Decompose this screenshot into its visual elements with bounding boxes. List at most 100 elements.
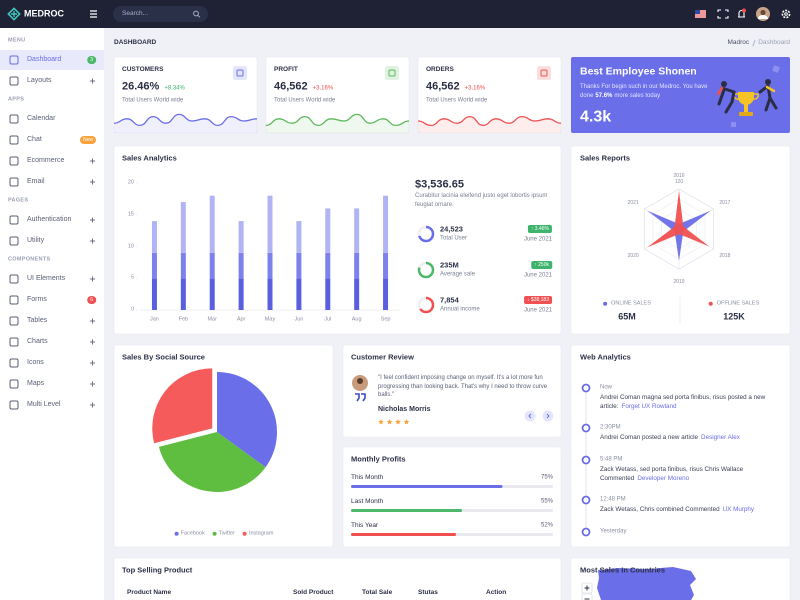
menu-icon [9,215,19,225]
review-quote: "I feel confident imposing change on mys… [378,375,548,398]
card-title: Most Sales In Countries [580,565,666,575]
radar-axis-label: 2019 [673,279,685,285]
settings-icon[interactable] [781,9,791,19]
summary-amount: $3,536.65 [415,178,464,191]
sparkline [113,113,258,127]
fullscreen-icon[interactable] [717,9,729,19]
rating-star [378,419,384,425]
menu-item[interactable]: Email [27,177,45,185]
menu-item[interactable]: Ecommerce [27,156,65,164]
legend-label: OFFLINE SALES [716,300,760,307]
breadcrumb-separator [752,39,756,46]
stat-row: 26.46% +8.34% [122,80,185,93]
bar [325,252,331,279]
page-title: DASHBOARD [114,39,157,47]
menu-item[interactable]: Layouts [27,76,52,84]
radar-axis-label: 2020 [627,252,639,259]
radar-axis-label: 2021 [627,199,639,206]
event-link[interactable]: Designer Alex [701,434,740,441]
summary-value: 235M [440,260,459,270]
logo-icon [7,7,21,21]
review-nav[interactable] [524,410,536,422]
card-title: Top Selling Product [122,565,193,575]
nav-chevron [546,413,550,419]
bar [383,252,389,279]
stat-icon-glyph [236,69,244,77]
menu-item[interactable]: Multi Level [27,400,61,408]
bar [180,202,186,253]
event-link[interactable]: Forget UX Rowland [621,403,677,410]
bar [209,195,215,253]
stat-change: +3.16% [312,85,334,92]
stat-caption: Total Users World wide [274,97,336,104]
event-time: 12:48 PM [600,496,626,503]
pie-legend: Facebook Twitter Instagram [174,531,273,538]
menu-icon [9,337,19,347]
menu-item[interactable]: Maps [27,379,45,387]
bar [238,252,244,279]
profit-value: 52% [540,522,553,529]
expand-icon [90,78,95,84]
bar [354,252,360,279]
menu-icon [9,156,19,166]
flag-icon[interactable] [695,10,706,18]
x-tick-label: Mar [207,316,217,323]
review-nav[interactable] [542,410,554,422]
event-text: Zack Wetass, Chris combined Commented UX … [600,505,785,514]
radar-total: 125K [723,311,745,322]
menu-item[interactable]: Charts [27,337,48,345]
menu-item[interactable]: UI Elements [27,274,66,282]
menu-item[interactable]: Authentication [27,215,72,223]
event-link[interactable]: UX Murphy [722,506,755,513]
event-time: Now [600,384,613,391]
nav-chevron [528,413,532,419]
summary-value: 24,523 [440,224,463,234]
stat-icon [385,66,399,80]
event-time: Yesterday [600,528,627,535]
menu-item[interactable]: Utility [27,236,45,244]
user-avatar[interactable] [756,7,770,21]
sparkline [265,113,410,127]
radar-total: 65M [618,311,636,322]
menu-item[interactable]: Dashboard [27,55,62,63]
menu-icon [9,135,19,145]
breadcrumb-item[interactable]: Madroc [727,39,750,47]
radar-axis-label: 2016 [673,173,685,179]
rating-star [395,419,401,425]
profit-bar [351,509,463,512]
review-name: Nicholas Morris [378,405,431,413]
menu-badge: 6 [87,296,96,304]
stat-change: +8.34% [164,85,185,92]
menu-badge: 3 [87,56,96,64]
menu-item[interactable]: Forms [27,295,47,303]
menu-icon [9,379,19,389]
menu-toggle[interactable] [90,10,97,18]
x-tick-label: Aug [351,316,362,323]
menu-item[interactable]: Icons [27,358,44,366]
bar [267,278,273,310]
pie-slice [217,372,277,468]
menu-item[interactable]: Calendar [27,114,56,122]
map-shape [581,567,696,600]
search-box[interactable] [113,6,208,22]
profit-label: This Month [351,474,384,482]
notification-icon[interactable] [738,8,746,18]
card-title: Sales Reports [580,153,631,163]
legend-item: Facebook [174,531,205,538]
employee-text: Thanks For begin such in our Medroc. You… [580,83,715,101]
event-link[interactable]: Developer Moreno [637,475,690,482]
profit-value: 75% [540,474,553,481]
menu-icon [9,295,19,305]
stat-icon [233,66,247,80]
x-tick-label: Feb [178,316,189,323]
expand-icon [90,318,95,324]
menu-item[interactable]: Chat [27,135,42,143]
expand-icon [90,217,95,223]
employee-illustration [716,65,780,127]
stat-title: ORDERS [426,66,454,74]
summary-label: Annual income [440,306,480,313]
search-icon [193,10,201,18]
summary-label: Average sale [440,271,475,278]
menu-item[interactable]: Tables [27,316,48,324]
expand-icon [90,276,95,282]
